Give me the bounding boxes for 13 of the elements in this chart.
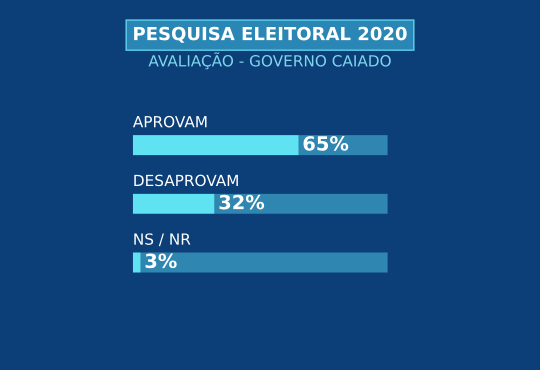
y-tick-label: APROVAM — [132, 116, 206, 128]
bar — [132, 135, 299, 156]
bar — [140, 252, 388, 273]
chart-subtitle: AVALIAÇÃO - GOVERNO CAIADO — [148, 52, 391, 70]
bar — [132, 252, 140, 273]
y-tick-label: DESAPROVAM — [134, 174, 238, 186]
y-tick-label: NS / NR — [134, 233, 190, 246]
bar — [132, 194, 214, 214]
data-label: 65% — [304, 136, 348, 151]
chart-title: PESQUISA ELEITORAL 2020 — [134, 26, 407, 43]
bar — [214, 194, 388, 214]
data-label: 3% — [146, 253, 177, 268]
data-label: 32% — [220, 194, 264, 210]
